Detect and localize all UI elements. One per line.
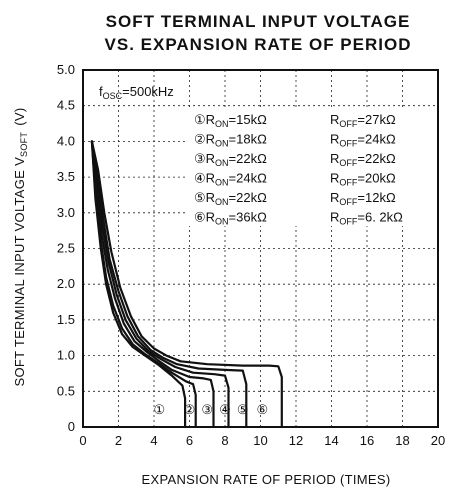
y-tick-label-5: 2.5 — [57, 241, 75, 256]
x-tick-label-3: 6 — [186, 433, 193, 448]
legend: ①RON=15kΩ ROFF=27kΩ ②RON=18kΩ ROFF=24kΩ ③RON… — [188, 108, 436, 227]
y-axis-label: SOFT TERMINAL INPUT VOLTAGE VSOFT (V) — [12, 108, 29, 387]
x-tick-label-6: 12 — [289, 433, 303, 448]
y-tick-label-1: 0.5 — [57, 383, 75, 398]
x-tick-label-5: 10 — [253, 433, 267, 448]
y-tick-label-8: 4.0 — [57, 133, 75, 148]
legend-entry-5: ⑤RON=22kΩ — [194, 190, 267, 207]
curve-label-4: ④ — [219, 402, 231, 417]
tick-labels: 0 2 4 6 8 10 12 14 16 18 20 0 0.5 1.0 1.5 2.0 2.5 3.0 3.5 4… — [57, 62, 445, 448]
x-tick-label-8: 16 — [360, 433, 374, 448]
y-axis-label-text: SOFT TERMINAL INPUT VOLTAGE VSOFT (V) — [12, 108, 29, 387]
legend-background — [188, 108, 436, 226]
x-axis-label: EXPANSION RATE OF PERIOD (TIMES) — [142, 472, 391, 487]
chart-title-line-1: SOFT TERMINAL INPUT VOLTAGE — [106, 12, 411, 31]
y-tick-label-2: 1.0 — [57, 348, 75, 363]
x-tick-label-4: 8 — [221, 433, 228, 448]
x-tick-label-0: 0 — [79, 433, 86, 448]
x-tick-label-1: 2 — [115, 433, 122, 448]
chart-title: SOFT TERMINAL INPUT VOLTAGE VS. EXPANSIO… — [105, 12, 412, 54]
curve-label-5: ⑤ — [237, 402, 249, 417]
legend-roff-2: ROFF=24kΩ — [330, 132, 396, 149]
chart-title-line-2: VS. EXPANSION RATE OF PERIOD — [105, 35, 412, 54]
curve-label-6: ⑥ — [256, 402, 268, 417]
condition-subscript: OSC — [103, 91, 123, 101]
condition-value: =500kHz — [122, 84, 174, 99]
legend-entry-2: ②RON=18kΩ — [194, 132, 267, 149]
curve-label-3: ③ — [201, 402, 213, 417]
y-axis-label-subscript: SOFT — [19, 132, 29, 157]
legend-roff-1: ROFF=27kΩ — [330, 112, 396, 129]
legend-roff-5: ROFF=12kΩ — [330, 190, 396, 207]
plot-frame — [82, 69, 439, 428]
legend-entry-6: ⑥RON=36kΩ — [194, 210, 267, 227]
series-line-6 — [90, 140, 283, 429]
y-axis-label-main: SOFT TERMINAL INPUT VOLTAGE V — [12, 157, 27, 387]
x-tick-label-10: 20 — [431, 433, 445, 448]
x-tick-label-2: 4 — [150, 433, 157, 448]
series-line-3 — [90, 140, 215, 429]
condition-label: fOSC=500kHz — [99, 84, 174, 101]
series-lines — [90, 140, 283, 429]
legend-roff-4: ROFF=20kΩ — [330, 171, 396, 188]
legend-roff-6: ROFF=6. 2kΩ — [330, 210, 403, 227]
x-tick-label-9: 18 — [395, 433, 409, 448]
y-tick-label-7: 3.5 — [57, 169, 75, 184]
y-tick-label-9: 4.5 — [57, 98, 75, 113]
condition-main: f — [99, 84, 103, 99]
y-axis-label-unit: (V) — [12, 108, 27, 126]
y-tick-label-4: 2.0 — [57, 276, 75, 291]
y-tick-label-6: 3.0 — [57, 205, 75, 220]
y-tick-label-10: 5.0 — [57, 62, 75, 77]
curve-label-1: ① — [153, 402, 165, 417]
y-tick-label-3: 1.5 — [57, 312, 75, 327]
legend-roff-3: ROFF=22kΩ — [330, 151, 396, 168]
series-line-4 — [90, 140, 230, 429]
legend-entry-4: ④RON=24kΩ — [194, 171, 267, 188]
legend-entry-3: ③RON=22kΩ — [194, 151, 267, 168]
legend-entry-1: ①RON=15kΩ — [194, 112, 267, 129]
series-line-5 — [90, 140, 248, 429]
y-tick-label-0: 0 — [68, 419, 75, 434]
curve-label-2: ② — [184, 402, 196, 417]
x-tick-label-7: 14 — [324, 433, 338, 448]
series-line-2 — [90, 140, 197, 429]
